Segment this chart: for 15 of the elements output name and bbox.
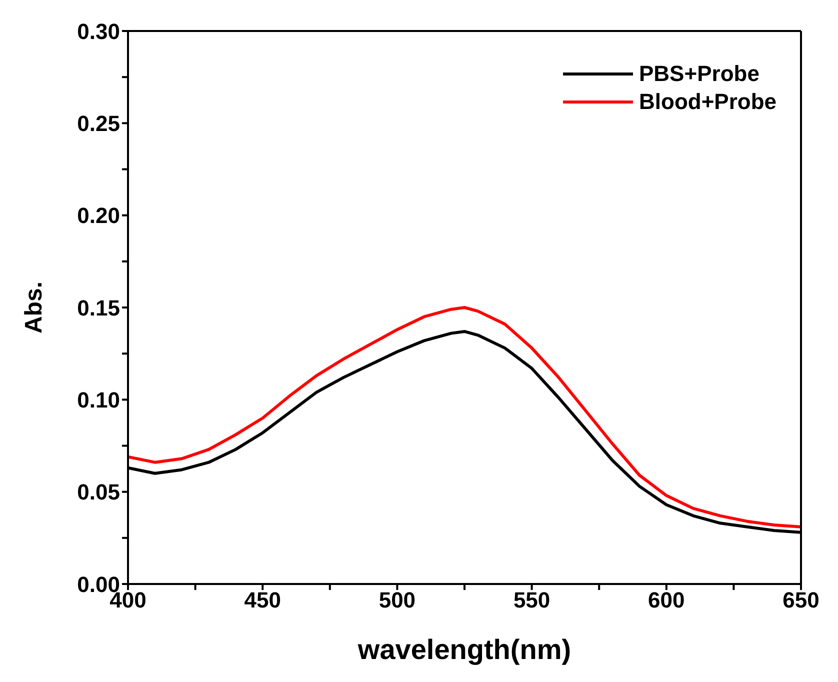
x-tick-label: 500 <box>378 588 416 613</box>
legend-label: Blood+Probe <box>639 89 777 115</box>
y-tick-label: 0.30 <box>77 18 120 44</box>
y-tick-label: 0.10 <box>77 387 120 412</box>
x-axis-title: wavelength(nm) <box>356 634 572 665</box>
y-tick-label: 0.25 <box>77 110 120 136</box>
y-tick-label: 0.15 <box>77 295 120 320</box>
legend-label: PBS+Probe <box>639 61 760 87</box>
y-tick-label: 0.20 <box>77 203 120 228</box>
x-tick-label: 550 <box>513 588 550 613</box>
x-tick-label: 450 <box>244 588 281 613</box>
y-tick-label: 0.05 <box>77 480 120 505</box>
y-axis-title: Abs. <box>20 281 48 334</box>
x-tick-label: 600 <box>648 588 685 613</box>
x-tick-label: 650 <box>782 588 820 613</box>
